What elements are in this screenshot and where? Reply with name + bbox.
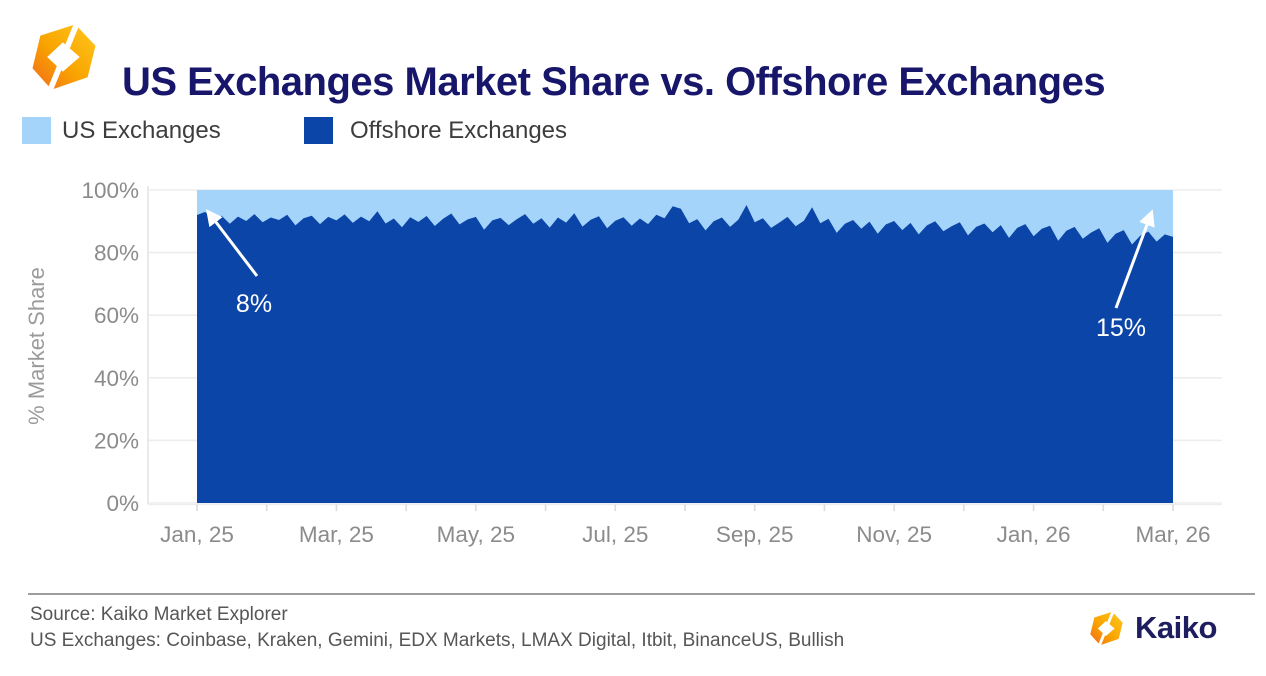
kaiko-footer-logo-icon [1090,610,1123,647]
legend-label: US Exchanges [62,117,221,144]
page-title: US Exchanges Market Share vs. Offshore E… [122,59,1106,104]
annotation-arrow [1114,209,1155,309]
logo-gap-bottom [1097,633,1106,647]
area-offshore-exchanges [197,205,1173,503]
y-tick-label: 0% [106,491,139,516]
y-tick-label: 20% [94,428,139,453]
logo-diamond [1097,620,1115,637]
legend-label: Offshore Exchanges [350,117,568,144]
x-tick-label: Jan, 26 [997,522,1071,547]
footer-divider [28,593,1255,595]
y-axis-title: % Market Share [24,267,49,425]
logo-gap-bottom [46,66,63,93]
logo-diamond [47,42,80,72]
x-tick-label: Sep, 25 [716,522,794,547]
logo-gap-top [1106,610,1115,624]
exchanges-note-line: US Exchanges: Coinbase, Kraken, Gemini, … [30,630,845,651]
x-tick-label: Jan, 25 [160,522,234,547]
source-line: Source: Kaiko Market Explorer [30,604,288,625]
x-tick-label: May, 25 [437,522,515,547]
brand-name: Kaiko [1135,610,1217,645]
y-tick-label: 80% [94,241,139,266]
axis-labels: 0% 20% 40% 60% 80% 100% Jan, 25 Mar, 25 May, 25 J… [24,178,1211,547]
logo-gap-top [64,21,81,48]
y-tick-label: 60% [94,303,139,328]
chart-legend: US Exchanges Offshore Exchanges [0,113,700,149]
footer-text: Source: Kaiko Market Explorer US Exchang… [30,602,844,654]
x-tick-label: Mar, 25 [299,522,374,547]
y-tick-label: 40% [94,366,139,391]
annotation-label: 8% [236,290,272,318]
annotations: 8% 15% [206,209,1155,342]
kaiko-logo-icon [32,21,96,93]
us-exchanges-swatch [22,117,51,144]
offshore-exchanges-swatch [304,117,333,144]
y-tick-label: 100% [81,178,139,203]
annotation-label: 15% [1096,314,1146,342]
axes [147,186,1222,511]
annotation-arrow [206,209,259,277]
x-tick-label: Jul, 25 [582,522,648,547]
stacked-areas [197,190,1173,503]
x-tick-label: Nov, 25 [856,522,932,547]
x-tick-label: Mar, 26 [1135,522,1210,547]
